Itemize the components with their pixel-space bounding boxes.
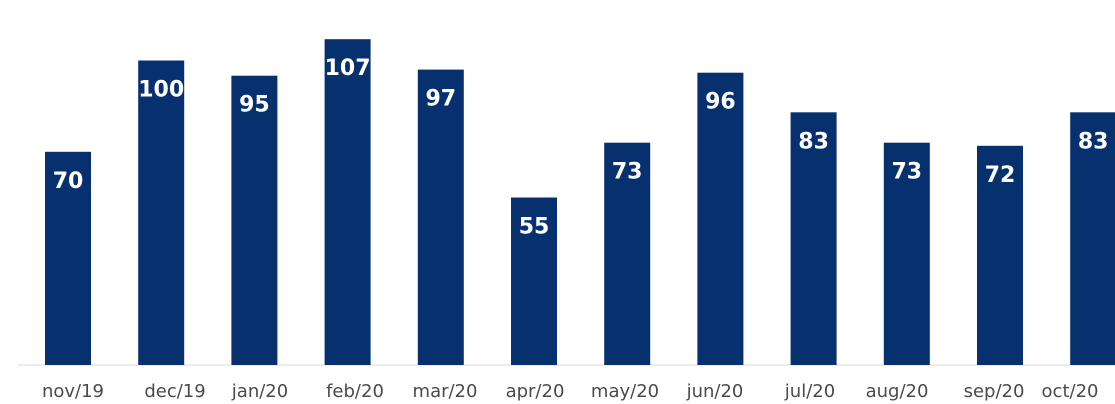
x-tick-label: aug/20 <box>866 381 929 402</box>
bar-feb-20 <box>324 39 371 365</box>
bar-jan-20 <box>231 75 278 365</box>
bar-may-20 <box>604 142 651 365</box>
bar-sep-20 <box>977 145 1023 365</box>
data-label: 73 <box>612 160 643 185</box>
bar-jul-20 <box>790 112 837 365</box>
data-label: 70 <box>53 169 84 194</box>
data-label: 72 <box>985 163 1016 188</box>
x-tick-label: dec/19 <box>144 381 205 402</box>
bars-group <box>45 39 1115 365</box>
data-label: 83 <box>1078 129 1109 154</box>
x-tick-label: oct/20 <box>1042 381 1099 402</box>
bar-apr-20 <box>511 197 557 365</box>
x-tick-label: sep/20 <box>964 381 1025 402</box>
data-label: 73 <box>891 160 922 185</box>
bar-nov-19 <box>45 151 91 365</box>
bar-aug-20 <box>883 142 930 365</box>
x-tick-label: jun/20 <box>686 381 744 402</box>
bar-jun-20 <box>697 72 744 365</box>
x-tick-label: mar/20 <box>413 381 478 402</box>
x-tick-label: jan/20 <box>231 381 288 402</box>
x-tick-label: feb/20 <box>326 381 384 402</box>
data-labels-group: 70 100 95 107 97 55 73 96 83 73 72 83 <box>53 56 1109 239</box>
x-tick-label: nov/19 <box>42 381 104 402</box>
bar-dec-19 <box>138 60 185 365</box>
x-tick-labels-group: nov/19 dec/19 jan/20 feb/20 mar/20 apr/20 may/… <box>42 381 1098 402</box>
data-label: 107 <box>325 56 371 81</box>
bar-oct-20 <box>1070 112 1115 365</box>
data-label: 83 <box>798 129 829 154</box>
data-label: 95 <box>239 93 270 118</box>
data-label: 55 <box>519 215 550 240</box>
x-tick-label: may/20 <box>591 381 659 402</box>
bar-mar-20 <box>417 69 464 365</box>
x-tick-label: apr/20 <box>506 381 565 402</box>
data-label: 96 <box>705 90 736 115</box>
data-label: 100 <box>138 78 184 103</box>
x-tick-label: jul/20 <box>784 381 835 402</box>
data-label: 97 <box>425 87 456 112</box>
